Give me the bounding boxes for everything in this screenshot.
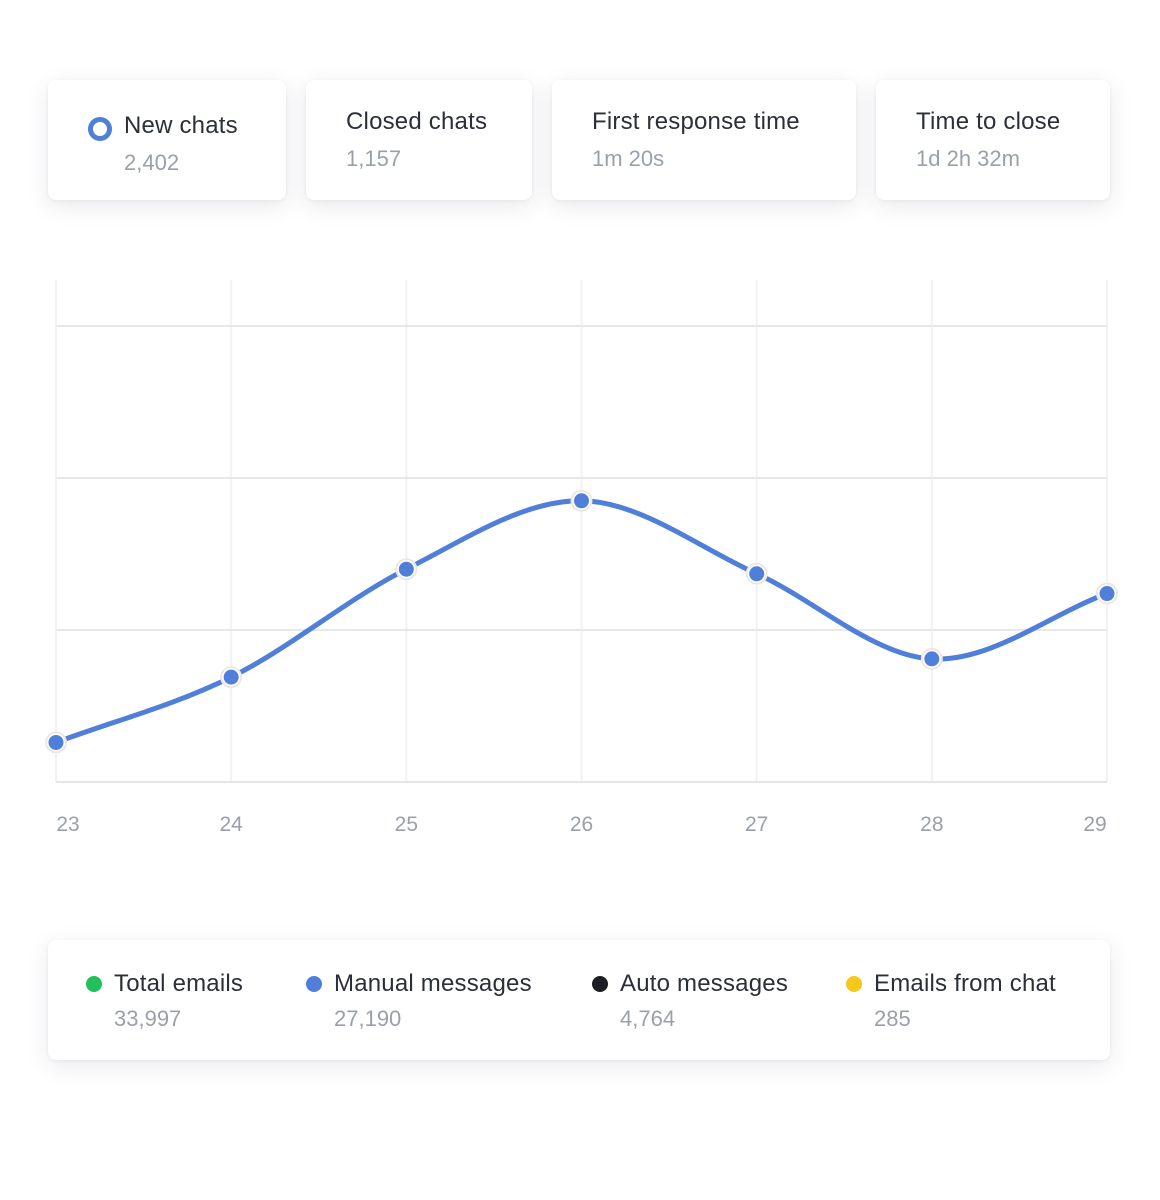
metric-value: 2,402	[124, 150, 180, 175]
metric-title: Time to close	[916, 108, 1061, 135]
metric-value: 1d 2h 32m	[916, 146, 1020, 171]
metric-title: Closed chats	[346, 108, 488, 135]
metric-card-first-response-time[interactable]: First response time 1m 20s	[552, 80, 856, 200]
legend-dot-emails-from-chat	[846, 976, 862, 992]
legend-value: 4,764	[620, 1006, 676, 1031]
data-point	[1099, 586, 1115, 602]
x-tick-label: 24	[219, 813, 243, 836]
legend-label: Manual messages	[334, 970, 532, 997]
data-point	[398, 561, 414, 577]
metric-card-new-chats[interactable]: New chats 2,402	[48, 80, 286, 200]
x-tick-label: 28	[920, 813, 943, 836]
metric-value: 1m 20s	[592, 146, 665, 171]
metric-card-time-to-close[interactable]: Time to close 1d 2h 32m	[876, 80, 1110, 200]
x-tick-label: 23	[56, 813, 79, 836]
legend-label: Total emails	[114, 970, 244, 997]
data-point	[223, 669, 239, 685]
x-tick-label: 26	[570, 813, 593, 836]
legend-dot-auto-messages	[592, 976, 608, 992]
x-tick-label: 29	[1083, 813, 1106, 836]
legend-card: Total emails 33,997 Manual messages 27,1…	[48, 940, 1110, 1060]
data-point	[749, 566, 765, 582]
data-point	[48, 734, 64, 750]
metric-title: New chats	[124, 112, 238, 139]
data-point	[574, 493, 589, 509]
metric-value: 1,157	[346, 146, 402, 171]
x-tick-label: 25	[395, 813, 418, 836]
radio-selected-icon	[88, 117, 112, 141]
metric-card-closed-chats[interactable]: Closed chats 1,157	[306, 80, 532, 200]
legend-label: Auto messages	[620, 970, 789, 997]
line-chart: 23 24 25 26 27 28 29	[45, 280, 1118, 836]
legend-value: 285	[874, 1006, 911, 1031]
legend-dot-total-emails	[86, 976, 102, 992]
legend-value: 27,190	[334, 1006, 402, 1031]
legend-label: Emails from chat	[874, 970, 1056, 997]
legend-dot-manual-messages	[306, 976, 322, 992]
legend-value: 33,997	[114, 1006, 182, 1031]
data-point	[924, 651, 940, 667]
x-tick-label: 27	[745, 813, 768, 836]
metric-title: First response time	[592, 108, 800, 135]
